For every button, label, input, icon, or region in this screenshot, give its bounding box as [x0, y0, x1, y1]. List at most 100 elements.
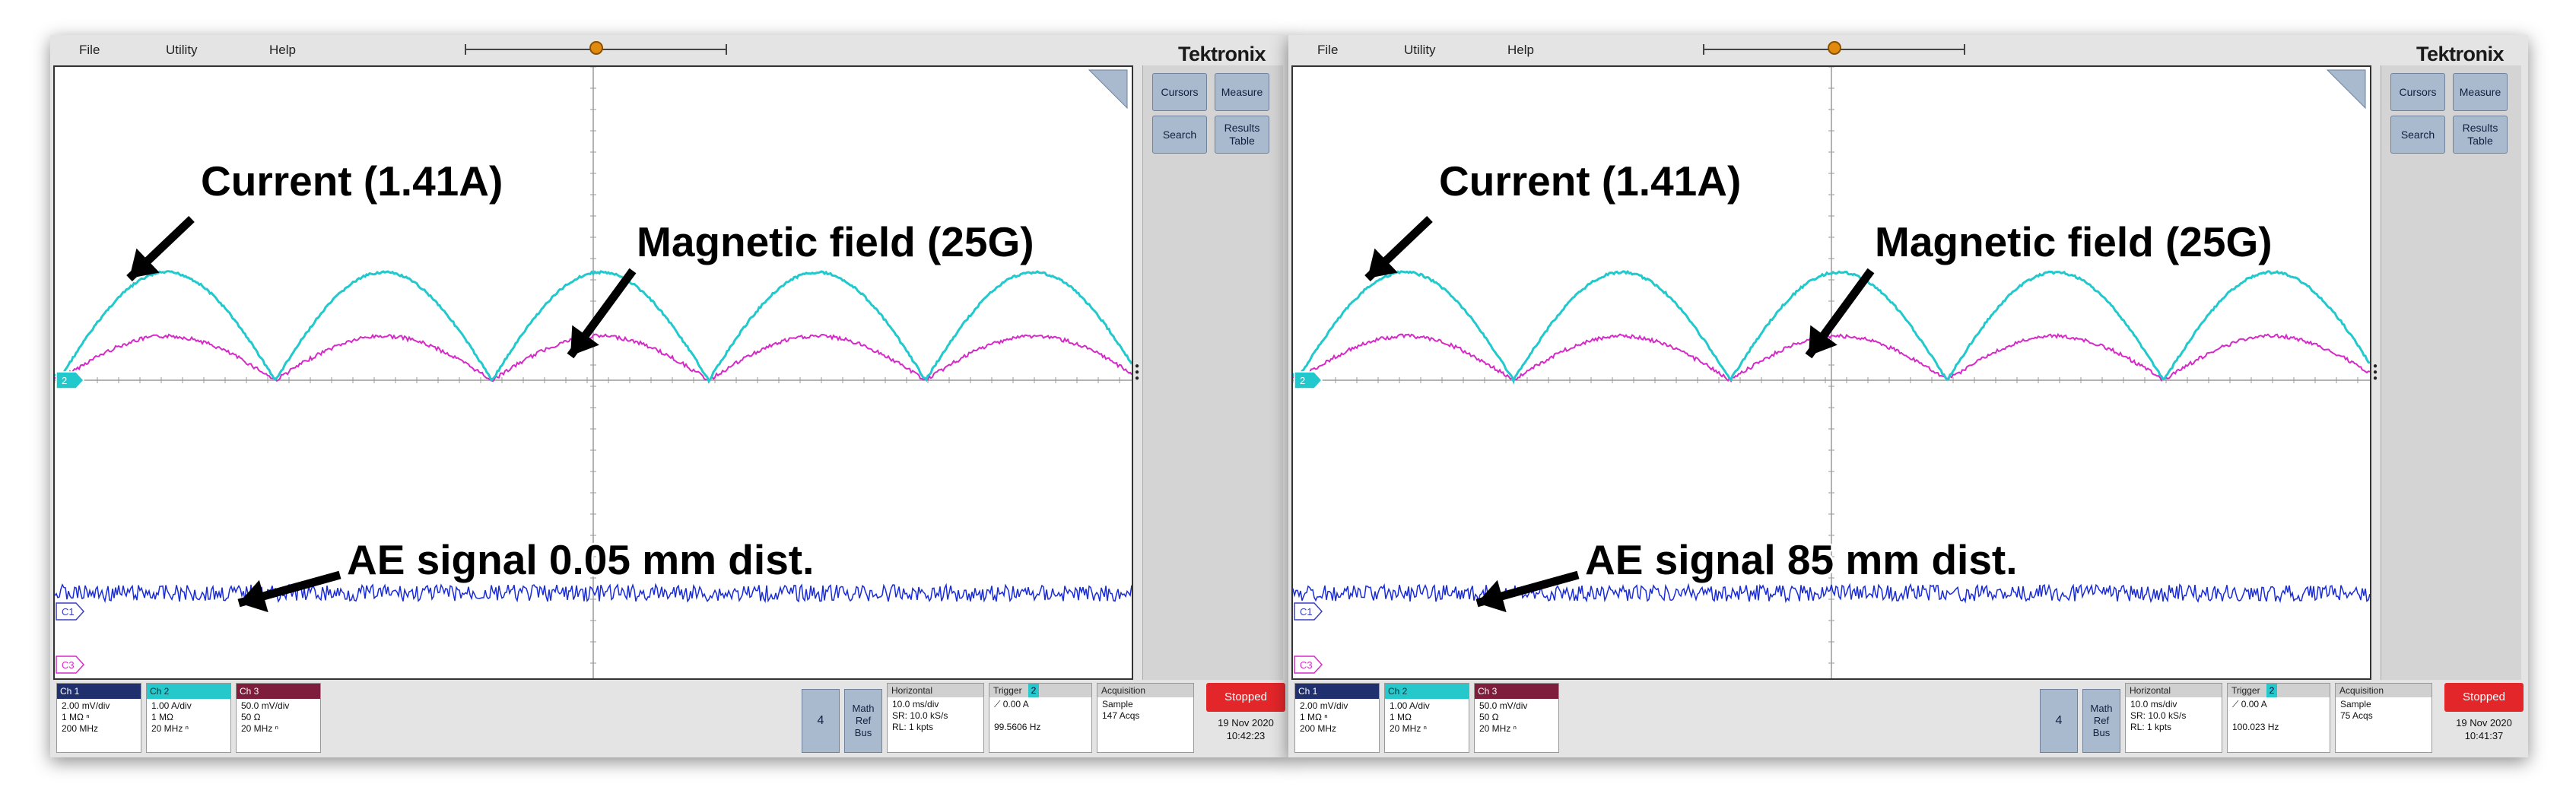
channel-2-badge[interactable]: Ch 2 1.00 A/div 1 MΩ 20 MHz ⁿ	[1384, 683, 1469, 753]
panel-resize-handle[interactable]: ● ● ●	[2373, 362, 2378, 383]
channel-1-scale: 2.00 mV/div	[1300, 700, 1348, 711]
waveform-plot: 2 C1 C3	[55, 67, 1132, 678]
horizontal-badge[interactable]: Horizontal 10.0 ms/div SR: 10.0 kS/s RL:…	[2125, 683, 2222, 753]
run-stop-status[interactable]: Stopped	[2444, 683, 2524, 712]
side-panel: Cursors Measure Search Results Table	[1142, 65, 1283, 680]
trigger-badge[interactable]: Trigger 2 ⟋ 0.00 A 99.5606 Hz	[989, 683, 1092, 753]
trigger-level: 0.00 A	[2241, 699, 2267, 710]
measure-button[interactable]: Measure	[1215, 73, 1269, 111]
menu-utility[interactable]: Utility	[1404, 43, 1436, 57]
channel-3-impedance: 50 Ω	[1479, 712, 1499, 722]
math-ref-bus-button[interactable]: Math Ref Bus	[844, 689, 882, 753]
channel-marker-2[interactable]	[1294, 602, 1323, 621]
panel-resize-handle[interactable]: ● ● ●	[1135, 362, 1140, 383]
acquisition-count: 75 Acqs	[2340, 710, 2373, 721]
trigger-title: Trigger	[2231, 685, 2260, 696]
acquisition-mode: Sample	[1102, 699, 1133, 710]
acquisition-badge[interactable]: Acquisition Sample 147 Acqs	[1097, 683, 1194, 753]
channel-3-label: Ch 3	[237, 684, 320, 699]
current-trace	[1293, 269, 2370, 385]
channel-marker-label: C1	[1300, 606, 1313, 617]
channel-marker-1[interactable]	[1294, 371, 1323, 389]
trigger-badge[interactable]: Trigger 2 ⟋ 0.00 A 100.023 Hz	[2227, 683, 2330, 753]
channel-1-label: Ch 1	[1295, 684, 1379, 699]
channel-marker-2[interactable]	[56, 602, 85, 621]
channel-1-badge[interactable]: Ch 1 2.00 mV/div 1 MΩ ⁿ 200 MHz	[1294, 683, 1380, 753]
channel-3-badge[interactable]: Ch 3 50.0 mV/div 50 Ω 20 MHz ⁿ	[1474, 683, 1559, 753]
channel-2-impedance: 1 MΩ	[151, 712, 173, 722]
cursors-button[interactable]: Cursors	[2390, 73, 2445, 111]
add-channel-button[interactable]: 4	[802, 689, 840, 753]
cursors-button[interactable]: Cursors	[1152, 73, 1207, 111]
date-time: 19 Nov 2020 10:42:23	[1206, 716, 1285, 742]
search-button[interactable]: Search	[2390, 116, 2445, 154]
time-text: 10:41:37	[2464, 730, 2504, 741]
date-time: 19 Nov 2020 10:41:37	[2444, 716, 2524, 742]
annotation-magnetic-field: Magnetic field (25G)	[1875, 218, 2273, 265]
annotation-ae-signal: AE signal 0.05 mm dist.	[347, 536, 815, 583]
channel-marker-3[interactable]	[1294, 656, 1323, 674]
search-button[interactable]: Search	[1152, 116, 1207, 154]
menu-help[interactable]: Help	[1507, 43, 1534, 57]
menu-utility[interactable]: Utility	[166, 43, 198, 57]
measure-button[interactable]: Measure	[2453, 73, 2508, 111]
trigger-position-handle[interactable]	[1828, 41, 1841, 55]
horizontal-title: Horizontal	[888, 684, 983, 697]
channel-3-impedance: 50 Ω	[241, 712, 261, 722]
side-panel: Cursors Measure Search Results Table	[2381, 65, 2521, 680]
acquisition-badge[interactable]: Acquisition Sample 75 Acqs	[2335, 683, 2432, 753]
menu-file[interactable]: File	[1317, 43, 1339, 57]
arrow-ae-head	[239, 579, 268, 613]
waveform-graticule[interactable]: 2 C1 C3 Current (1.41A) Magnetic field (25…	[53, 65, 1133, 680]
arrow-magnetic-head	[570, 325, 599, 356]
annotation-current: Current (1.41A)	[201, 157, 503, 205]
zoom-corner-icon[interactable]	[1088, 69, 1128, 110]
tektronix-logo: Tektronix	[1178, 43, 1266, 68]
menu-help[interactable]: Help	[269, 43, 296, 57]
acquisition-count: 147 Acqs	[1102, 710, 1140, 721]
horizontal-title: Horizontal	[2126, 684, 2222, 697]
channel-3-badge[interactable]: Ch 3 50.0 mV/div 50 Ω 20 MHz ⁿ	[236, 683, 321, 753]
channel-1-bandwidth: 200 MHz	[1300, 723, 1337, 734]
results-table-button[interactable]: Results Table	[1215, 116, 1269, 154]
zoom-corner-icon[interactable]	[2326, 69, 2366, 110]
channel-2-label: Ch 2	[1385, 684, 1469, 699]
ae-signal-trace	[1293, 583, 2370, 604]
waveform-graticule[interactable]: 2 C1 C3 Current (1.41A) Magnetic field (25…	[1291, 65, 2371, 680]
time-text: 10:42:23	[1226, 730, 1266, 741]
menu-file[interactable]: File	[79, 43, 100, 57]
channel-2-bandwidth: 20 MHz ⁿ	[1390, 723, 1428, 734]
math-ref-bus-button[interactable]: Math Ref Bus	[2082, 689, 2120, 753]
channel-marker-label: C3	[1300, 659, 1313, 671]
channel-1-impedance: 1 MΩ ⁿ	[62, 712, 90, 722]
arrow-ae-head	[1477, 579, 1507, 613]
channel-3-scale: 50.0 mV/div	[241, 700, 290, 711]
trigger-frequency: 99.5606 Hz	[994, 722, 1041, 732]
channel-3-label: Ch 3	[1475, 684, 1558, 699]
channel-2-badge[interactable]: Ch 2 1.00 A/div 1 MΩ 20 MHz ⁿ	[146, 683, 231, 753]
channel-marker-label: C1	[62, 606, 75, 617]
channel-3-bandwidth: 20 MHz ⁿ	[241, 723, 279, 734]
rising-edge-icon: ⟋	[994, 699, 1001, 710]
horizontal-badge[interactable]: Horizontal 10.0 ms/div SR: 10.0 kS/s RL:…	[887, 683, 984, 753]
channel-1-impedance: 1 MΩ ⁿ	[1300, 712, 1328, 722]
channel-2-bandwidth: 20 MHz ⁿ	[151, 723, 189, 734]
channel-marker-1[interactable]	[56, 371, 85, 389]
acquisition-title: Acquisition	[1097, 684, 1193, 697]
trigger-channel: 2	[2266, 684, 2278, 697]
magnetic-field-trace	[55, 333, 1132, 383]
trigger-frequency: 100.023 Hz	[2232, 722, 2279, 732]
channel-2-label: Ch 2	[147, 684, 230, 699]
channel-marker-3[interactable]	[56, 656, 85, 674]
channel-1-badge[interactable]: Ch 1 2.00 mV/div 1 MΩ ⁿ 200 MHz	[56, 683, 141, 753]
run-stop-status[interactable]: Stopped	[1206, 683, 1285, 712]
results-table-button[interactable]: Results Table	[2453, 116, 2508, 154]
date-text: 19 Nov 2020	[1218, 717, 1274, 729]
trigger-position-handle[interactable]	[589, 41, 603, 55]
channel-2-impedance: 1 MΩ	[1390, 712, 1412, 722]
add-channel-button[interactable]: 4	[2040, 689, 2078, 753]
annotation-magnetic-field: Magnetic field (25G)	[637, 218, 1034, 265]
settings-bar: Ch 1 2.00 mV/div 1 MΩ ⁿ 200 MHz Ch 2 1.00 …	[50, 683, 1290, 756]
